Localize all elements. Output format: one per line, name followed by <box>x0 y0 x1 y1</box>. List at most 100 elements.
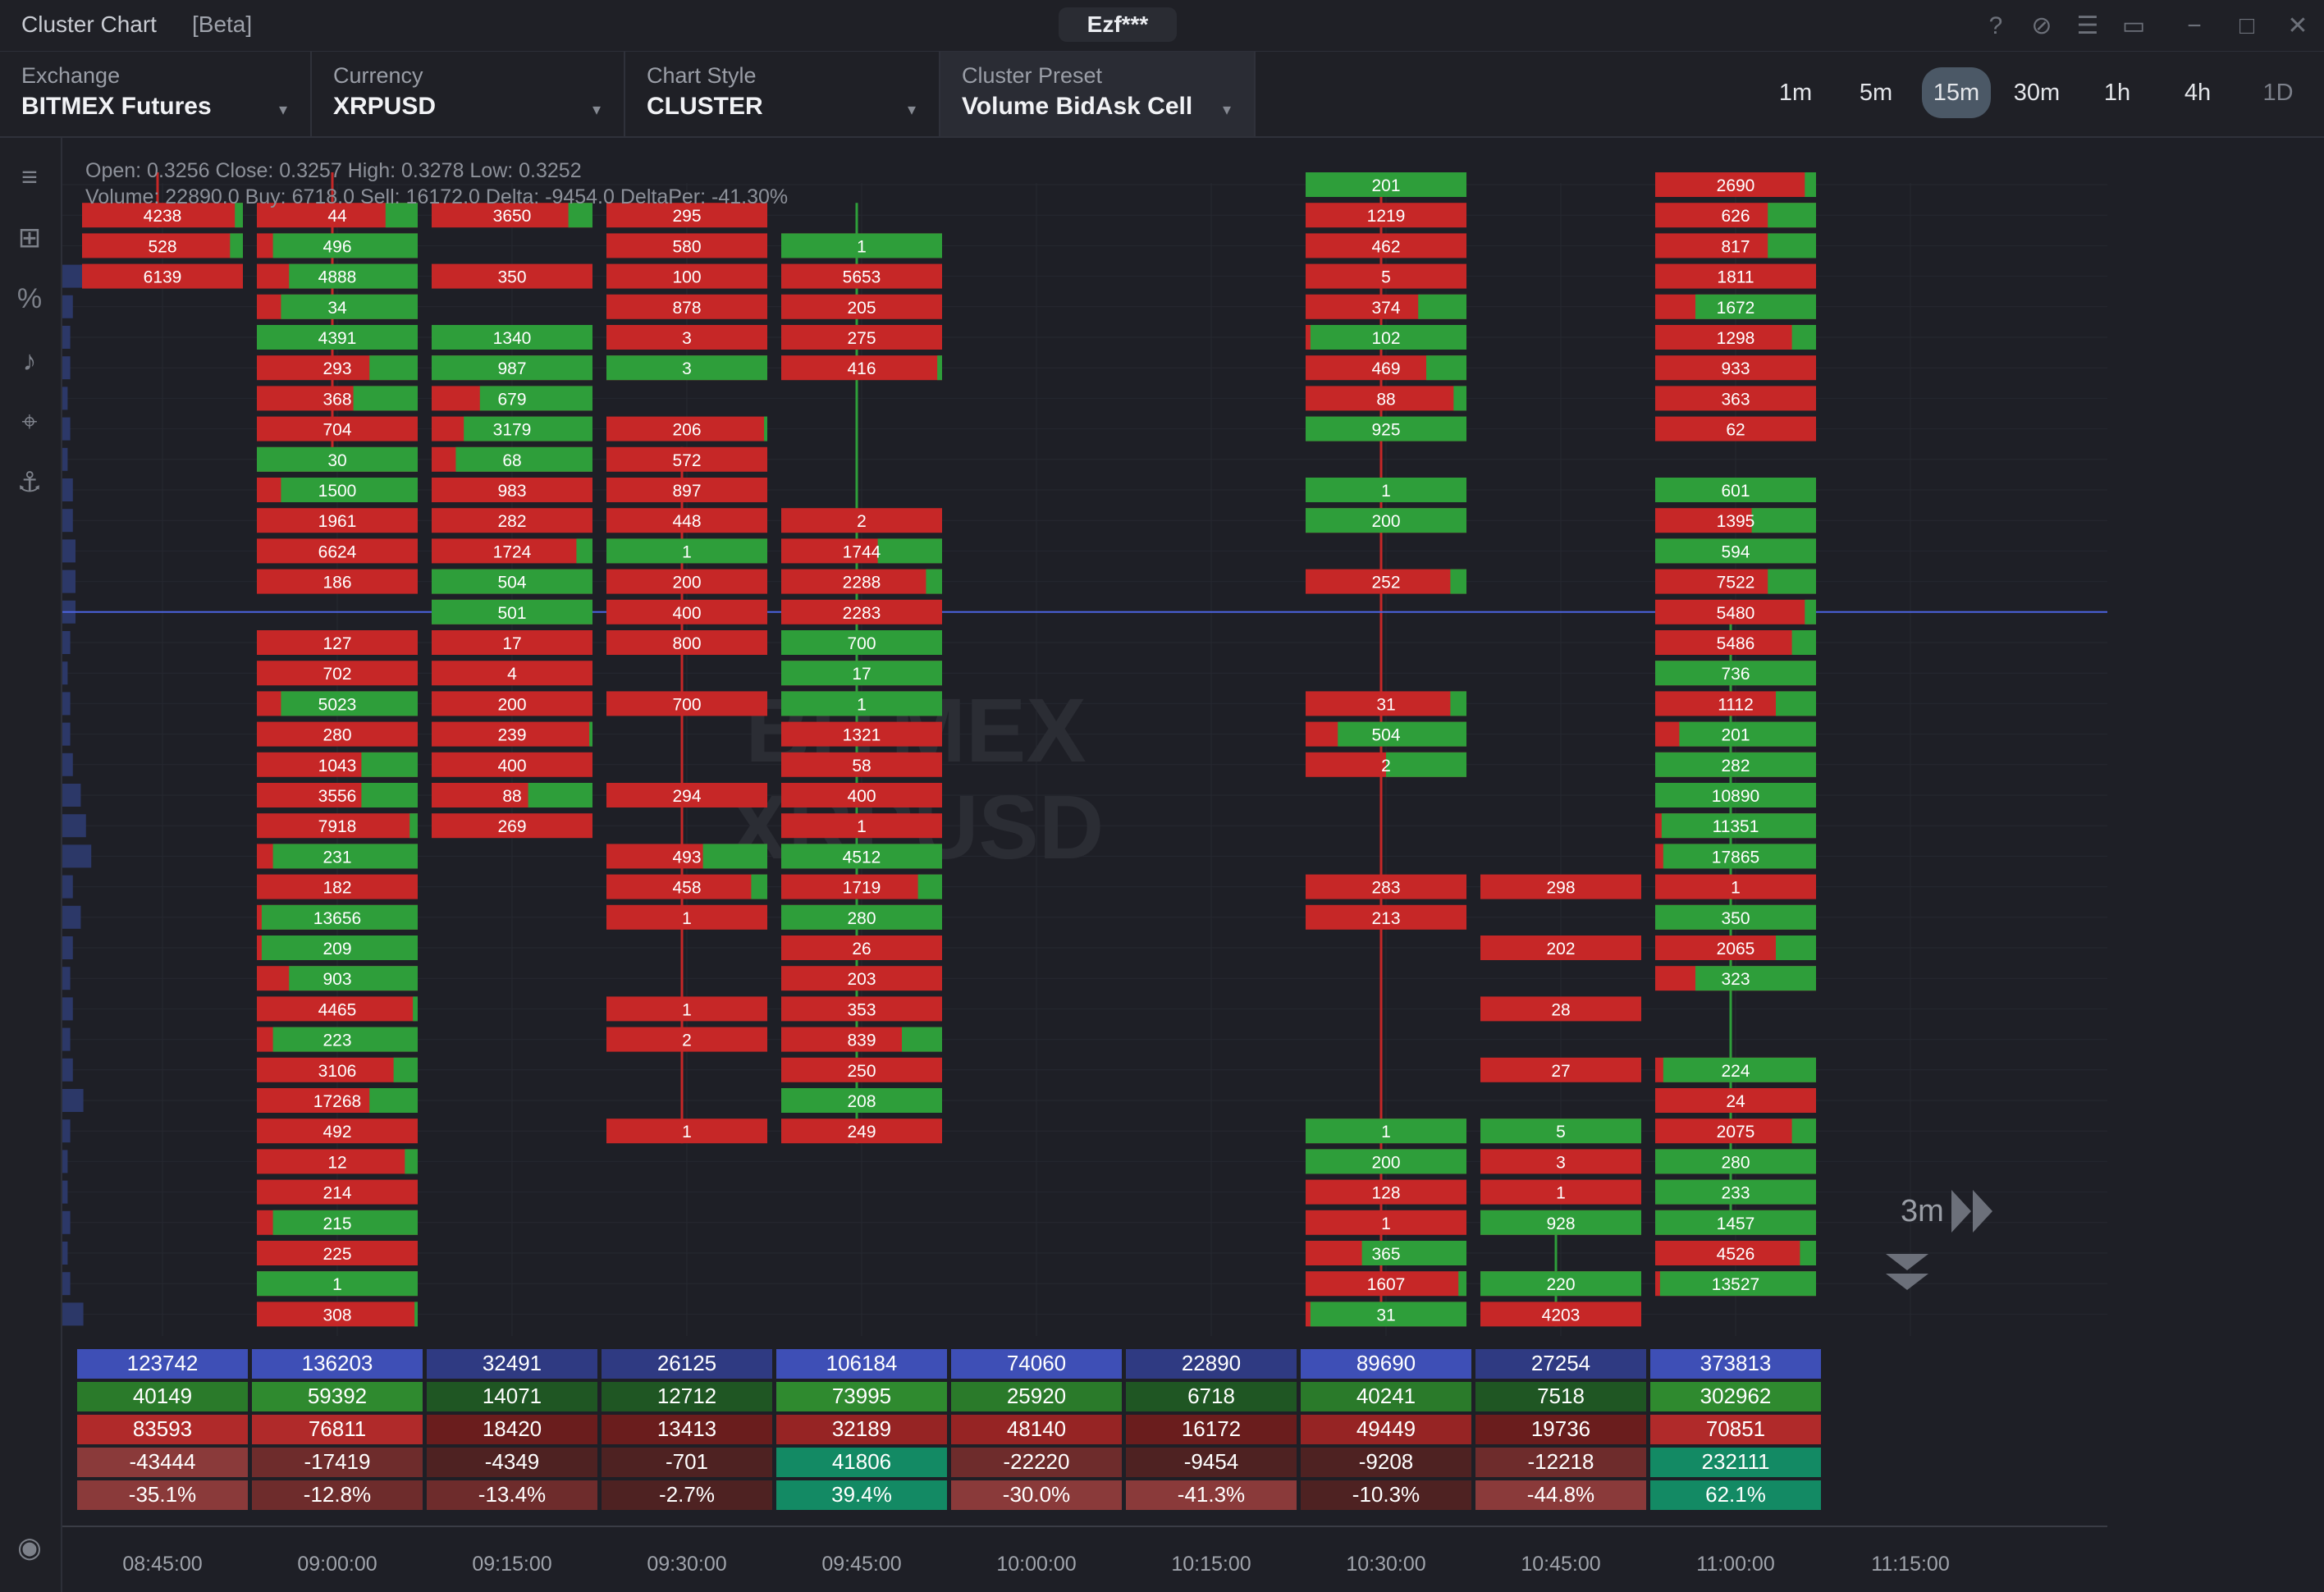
cluster-cell[interactable]: 1 <box>606 538 767 564</box>
cluster-cell[interactable]: 400 <box>432 752 592 777</box>
cluster-cell[interactable]: 4526 <box>1655 1241 1816 1265</box>
cluster-cell[interactable]: 283 <box>1306 874 1466 899</box>
cluster-cell[interactable]: 2288 <box>781 569 942 594</box>
cluster-cell[interactable]: 1811 <box>1655 263 1816 289</box>
cluster-cell[interactable]: 280 <box>781 904 942 930</box>
cluster-cell[interactable]: 26 <box>781 936 942 960</box>
cluster-cell[interactable]: 4465 <box>257 996 418 1022</box>
cluster-cell[interactable]: 594 <box>1655 538 1816 564</box>
cluster-cell[interactable]: 233 <box>1655 1179 1816 1205</box>
cluster-cell[interactable]: 897 <box>606 478 767 502</box>
cluster-cell[interactable]: 2283 <box>781 599 942 624</box>
cluster-cell[interactable]: 10890 <box>1655 783 1816 807</box>
cluster-cell[interactable]: 1672 <box>1655 294 1816 319</box>
cluster-cell[interactable]: 528 <box>82 233 243 258</box>
cluster-cell[interactable]: 1 <box>606 996 767 1022</box>
cluster-cell[interactable]: 925 <box>1306 416 1466 441</box>
cluster-cell[interactable]: 44 <box>257 203 418 228</box>
settings-icon[interactable]: ☰ <box>2076 12 2099 39</box>
cluster-cell[interactable]: 5 <box>1480 1119 1641 1144</box>
cluster-cell[interactable]: 127 <box>257 630 418 655</box>
cluster-cell[interactable]: 839 <box>781 1027 942 1052</box>
cluster-cell[interactable]: 903 <box>257 966 418 991</box>
cluster-cell[interactable]: 933 <box>1655 355 1816 381</box>
cluster-cell[interactable]: 493 <box>606 844 767 869</box>
cluster-cell[interactable]: 239 <box>432 721 592 747</box>
cluster-cell[interactable]: 200 <box>1306 508 1466 533</box>
cluster-cell[interactable]: 353 <box>781 996 942 1022</box>
cluster-cell[interactable]: 3179 <box>432 416 592 441</box>
crosshair-icon[interactable]: ⌖ <box>21 406 38 437</box>
cluster-cell[interactable]: 209 <box>257 936 418 960</box>
cluster-column[interactable]: 1 5653 205 275 416 2 1744 2288 2283 700 17 1 1321 58 4… <box>781 233 942 1144</box>
cluster-cell[interactable]: 736 <box>1655 661 1816 686</box>
cluster-cell[interactable]: 4512 <box>781 844 942 869</box>
timeframe-4h[interactable]: 4h <box>2184 80 2212 106</box>
cluster-chart-area[interactable]: BITMEX XRPUSD 42385286139444964888344391… <box>62 138 2107 1592</box>
cluster-column[interactable]: 2690 626 817 1811 1672 1298 933 363 62 601 1395 594… <box>1655 172 1816 1297</box>
cluster-cell[interactable]: 5023 <box>257 691 418 716</box>
cluster-cell[interactable]: 100 <box>606 263 767 289</box>
cluster-cell[interactable]: 496 <box>257 233 418 258</box>
cluster-cell[interactable]: 878 <box>606 294 767 319</box>
cluster-cell[interactable]: 987 <box>432 355 592 381</box>
timeframe-30m[interactable]: 30m <box>2013 80 2061 106</box>
cluster-cell[interactable]: 626 <box>1655 203 1816 228</box>
cluster-cell[interactable]: 679 <box>432 386 592 411</box>
cluster-cell[interactable]: 250 <box>781 1057 942 1082</box>
cluster-cell[interactable]: 295 <box>606 203 767 228</box>
cluster-column[interactable]: 201 1219 462 5 374 102 469 88 925 1 200 252 31 504 2 28… <box>1306 172 1466 1327</box>
cluster-cell[interactable]: 504 <box>432 569 592 594</box>
cluster-cell[interactable]: 214 <box>257 1179 418 1205</box>
cluster-column[interactable]: 3650 350 1340 987 679 3179 68 983 282 1724 504 501 1… <box>432 203 592 839</box>
cluster-cell[interactable]: 58 <box>781 752 942 777</box>
help-icon[interactable]: ? <box>1988 12 2003 39</box>
cluster-cell[interactable]: 1 <box>257 1271 418 1297</box>
cluster-cell[interactable]: 1112 <box>1655 691 1816 716</box>
cluster-cell[interactable]: 350 <box>432 263 592 289</box>
close-icon[interactable]: ✕ <box>2287 12 2308 39</box>
cluster-cell[interactable]: 1 <box>1306 1210 1466 1235</box>
cluster-cell[interactable]: 34 <box>257 294 418 319</box>
cluster-column[interactable]: 295 580 100 878 3 3 206 572 897 448 1 200 400 800 700 2… <box>606 203 767 1144</box>
cluster-cell[interactable]: 231 <box>257 844 418 869</box>
cluster-grid-icon[interactable]: ⊞ <box>17 222 42 254</box>
cluster-cell[interactable]: 350 <box>1655 904 1816 930</box>
cluster-cell[interactable]: 215 <box>257 1210 418 1235</box>
cluster-cell[interactable]: 6624 <box>257 538 418 564</box>
cluster-cell[interactable]: 601 <box>1655 478 1816 502</box>
cluster-cell[interactable]: 27 <box>1480 1057 1641 1082</box>
cluster-cell[interactable]: 492 <box>257 1119 418 1144</box>
cluster-cell[interactable]: 24 <box>1655 1088 1816 1113</box>
cluster-cell[interactable]: 3650 <box>432 203 592 228</box>
cluster-cell[interactable]: 88 <box>1306 386 1466 411</box>
cluster-cell[interactable]: 11351 <box>1655 813 1816 839</box>
cluster-cell[interactable]: 294 <box>606 783 767 807</box>
cluster-cell[interactable]: 1321 <box>781 721 942 747</box>
cluster-cell[interactable]: 17 <box>432 630 592 655</box>
cluster-cell[interactable]: 817 <box>1655 233 1816 258</box>
cluster-cell[interactable]: 1719 <box>781 874 942 899</box>
cluster-cell[interactable]: 128 <box>1306 1179 1466 1205</box>
cluster-cell[interactable]: 2065 <box>1655 936 1816 960</box>
cluster-cell[interactable]: 572 <box>606 446 767 472</box>
cluster-cell[interactable]: 7522 <box>1655 569 1816 594</box>
scroll-down-icon[interactable] <box>1886 1254 1928 1290</box>
cluster-cell[interactable]: 7918 <box>257 813 418 839</box>
cluster-cell[interactable]: 5486 <box>1655 630 1816 655</box>
cluster-cell[interactable]: 700 <box>781 630 942 655</box>
cluster-cell[interactable]: 201 <box>1306 172 1466 197</box>
bars-icon[interactable]: ≡ <box>21 162 38 193</box>
cluster-cell[interactable]: 298 <box>1480 874 1641 899</box>
cluster-cell[interactable]: 4 <box>432 661 592 686</box>
cluster-column[interactable]: 298 202 28 27 5 3 1 928 220 4203 <box>1480 874 1641 1327</box>
cluster-cell[interactable]: 1298 <box>1655 325 1816 350</box>
cluster-cell[interactable]: 5480 <box>1655 599 1816 624</box>
cluster-cell[interactable]: 213 <box>1306 904 1466 930</box>
cluster-cell[interactable]: 206 <box>606 416 767 441</box>
cluster-cell[interactable]: 30 <box>257 446 418 472</box>
cluster-cell[interactable]: 2690 <box>1655 172 1816 197</box>
cluster-preset-selector[interactable]: Cluster Preset Volume BidAsk Cell ▾ <box>940 52 1256 136</box>
cluster-column[interactable]: 4238 528 6139 <box>82 203 243 289</box>
cluster-cell[interactable]: 249 <box>781 1119 942 1144</box>
